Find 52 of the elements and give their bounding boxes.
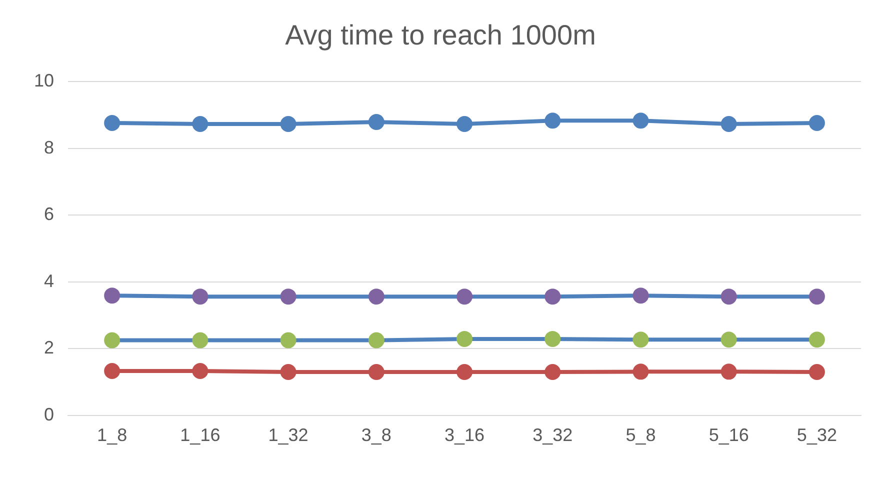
x-tick-label: 1_32 (268, 425, 308, 446)
point (104, 363, 120, 380)
point (192, 363, 208, 380)
point (368, 332, 384, 348)
point (456, 116, 473, 132)
point (280, 288, 296, 305)
point (632, 112, 649, 129)
x-tick-label: 1_16 (180, 425, 220, 446)
point (544, 112, 561, 129)
point (808, 288, 825, 305)
point (280, 116, 296, 132)
point (720, 288, 737, 305)
point (720, 332, 737, 348)
point (808, 114, 825, 131)
point (104, 114, 120, 131)
point (368, 364, 384, 380)
chart-title: Avg time to reach 1000m (285, 20, 596, 51)
point (280, 332, 296, 348)
point (192, 116, 208, 132)
x-tick-label: 5_16 (708, 425, 749, 446)
point (368, 288, 384, 305)
point (456, 288, 473, 305)
y-tick-label: 10 (34, 70, 54, 91)
point (280, 364, 296, 380)
point (720, 116, 737, 132)
point (632, 332, 649, 348)
point (544, 364, 561, 380)
y-tick-label: 0 (44, 404, 54, 424)
point (632, 364, 649, 380)
x-tick-label: 3_16 (444, 425, 485, 446)
point (720, 364, 737, 380)
y-tick-label: 8 (44, 137, 54, 158)
point (544, 330, 561, 347)
point (368, 114, 384, 130)
x-tick-label: 5_8 (626, 425, 656, 446)
point (192, 288, 208, 305)
x-tick-label: 3_32 (532, 425, 573, 446)
x-tick-label: 1_8 (97, 425, 128, 446)
y-tick-label: 6 (44, 204, 54, 224)
x-tick-label: 3_8 (361, 425, 392, 446)
point (808, 332, 825, 348)
point (456, 364, 473, 380)
point (544, 288, 561, 305)
point (456, 330, 473, 347)
y-tick-label: 2 (44, 338, 54, 358)
point (104, 332, 120, 348)
x-tick-label: 5_32 (796, 425, 837, 446)
point (632, 288, 649, 304)
point (808, 364, 825, 380)
point (192, 332, 208, 348)
point (104, 288, 120, 304)
y-tick-label: 4 (44, 270, 54, 291)
